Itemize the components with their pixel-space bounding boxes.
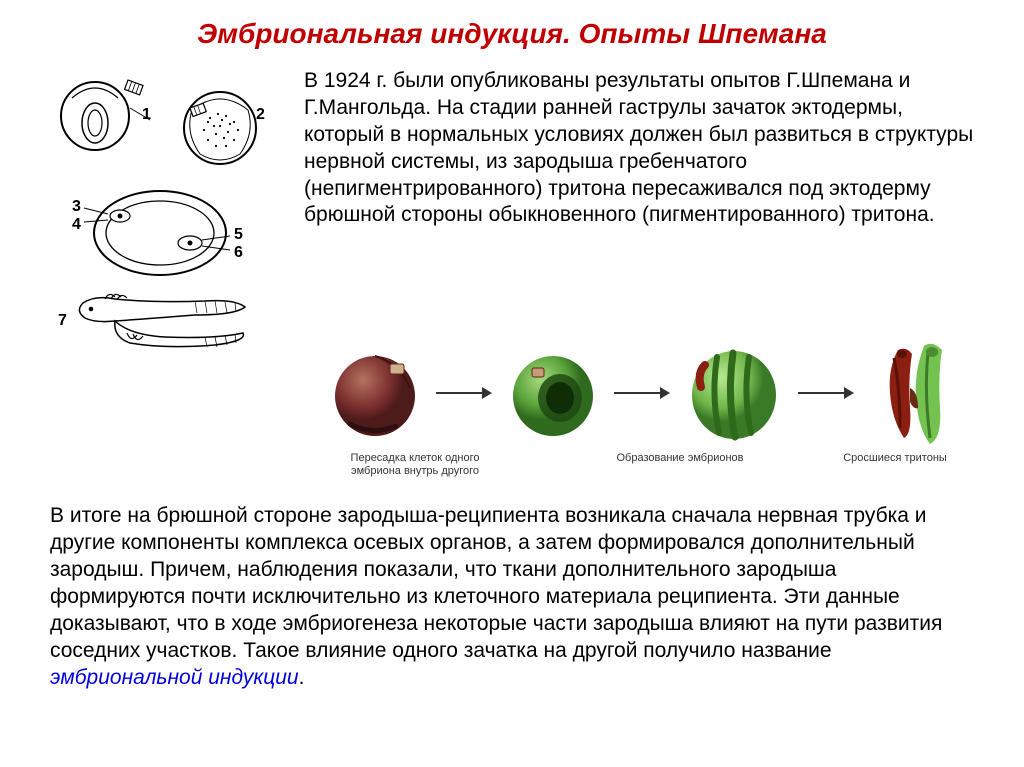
mid-stage-1 [330,346,420,441]
diagram-label-3: 3 [72,198,81,216]
paragraph-2-post: . [299,666,305,689]
mid-stage-3 [687,343,782,443]
term-embryonic-induction: эмбриональной индукции [50,666,299,689]
mid-diagram-labels: Пересадка клеток одного эмбриона внутрь … [330,452,970,477]
mid-stage-4 [870,338,970,448]
slide-page: Эмбриональная индукция. Опыты Шпемана [0,0,1024,767]
mid-diagram-row [330,338,970,448]
diagram-label-6: 6 [234,244,243,262]
paragraph-1: В 1924 г. были опубликованы результаты о… [304,68,974,229]
mid-label-1: Пересадка клеток одного эмбриона внутрь … [330,452,500,477]
mid-label-2: Образование эмбрионов [605,452,755,477]
paragraph-2-text: В итоге на брюшной стороне зародыша-реци… [50,504,942,661]
arrow-icon [796,383,856,403]
diagram-label-2: 2 [256,106,265,124]
diagram-label-4: 4 [72,216,81,234]
page-title: Эмбриональная индукция. Опыты Шпемана [50,18,974,50]
arrow-icon [612,383,672,403]
top-row: 1 2 3 4 5 6 7 В 1924 г. были опубликован… [50,68,974,368]
paragraph-2: В итоге на брюшной стороне зародыша-реци… [50,503,974,691]
arrow-icon [434,383,494,403]
left-embryo-diagram: 1 2 3 4 5 6 7 [50,68,280,368]
diagram-label-1: 1 [142,106,151,124]
diagram-label-5: 5 [234,226,243,244]
mid-label-3: Сросшиеся тритоны [820,452,970,477]
diagram-label-7: 7 [58,312,67,330]
left-diagram-svg [50,68,280,368]
mid-diagram: Пересадка клеток одного эмбриона внутрь … [330,338,970,477]
mid-stage-2 [508,346,598,441]
